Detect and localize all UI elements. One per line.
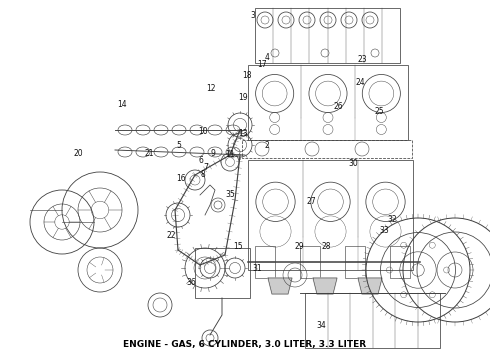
Text: 36: 36 [186,278,196,287]
Text: 35: 35 [225,190,235,199]
Text: 30: 30 [348,159,358,168]
Text: 27: 27 [306,197,316,206]
Text: 10: 10 [198,127,208,136]
Text: 11: 11 [225,150,235,159]
Text: 17: 17 [257,60,267,69]
Bar [242,140,412,158]
Bar [255,246,275,278]
Text: 31: 31 [252,264,262,273]
Text: 32: 32 [387,215,397,224]
Text: 12: 12 [206,84,216,93]
Text: 16: 16 [176,174,186,183]
Text: 22: 22 [167,231,176,240]
Bar [255,8,400,63]
Text: 5: 5 [176,141,181,150]
Text: 2: 2 [265,141,270,150]
Polygon shape [313,278,337,294]
Text: 6: 6 [198,156,203,165]
Text: 23: 23 [358,55,368,64]
Text: 4: 4 [265,53,270,62]
Text: 20: 20 [74,149,83,158]
Text: 3: 3 [250,10,255,19]
Bar [195,248,250,298]
Text: 9: 9 [211,149,216,158]
Text: 24: 24 [355,78,365,87]
Text: ENGINE - GAS, 6 CYLINDER, 3.0 LITER, 3.3 LITER: ENGINE - GAS, 6 CYLINDER, 3.0 LITER, 3.3… [123,341,367,350]
Polygon shape [268,278,292,294]
Polygon shape [358,278,382,294]
Text: 29: 29 [294,242,304,251]
Bar [345,246,365,278]
Text: 15: 15 [233,242,243,251]
Bar [305,293,440,348]
Text: 34: 34 [316,321,326,330]
Bar [248,160,413,270]
Bar [300,246,320,278]
Bar [248,65,408,140]
Text: 25: 25 [375,107,385,116]
Text: 21: 21 [145,149,154,158]
Text: 28: 28 [321,242,331,251]
Text: 8: 8 [201,170,206,179]
Text: 18: 18 [243,71,252,80]
Text: 14: 14 [118,100,127,109]
Text: 33: 33 [380,226,390,235]
Text: 7: 7 [203,163,208,172]
Text: 13: 13 [238,129,247,138]
Text: 26: 26 [333,102,343,111]
Bar [390,246,410,278]
Text: 19: 19 [238,93,247,102]
